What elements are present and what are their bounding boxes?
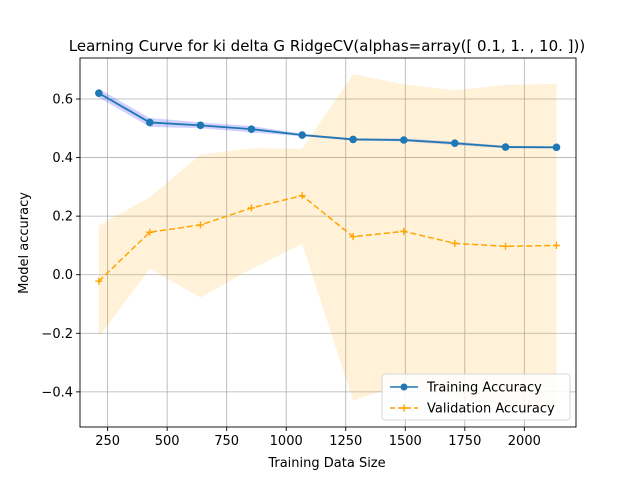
series-1-confidence-band (98, 74, 557, 410)
x-tick-label: 250 (95, 434, 120, 449)
x-axis-title: Training Data Size (267, 456, 385, 471)
legend-marker-0 (400, 383, 408, 391)
y-axis-title: Model accuracy (17, 192, 32, 294)
series-1-point (349, 233, 357, 241)
series-0-point (349, 135, 357, 144)
x-tick-label: 1500 (389, 434, 422, 449)
series-1-point (451, 239, 459, 247)
series-0-point (501, 143, 510, 151)
series-0-point (95, 89, 103, 97)
x-tick-label: 750 (214, 434, 239, 449)
series-0-confidence-band (98, 88, 557, 149)
plot-area: 250 500 750 1000 1250 1500 1750 2000 −0.4 −0.2 0.0… (41, 57, 577, 449)
series-0-line (98, 92, 557, 149)
series-1-point (552, 241, 560, 249)
y-tick-label: −0.2 (41, 327, 73, 342)
series-1-point (247, 204, 255, 212)
y-tick-label: 0.2 (52, 210, 73, 225)
series-0-point (552, 143, 561, 152)
y-tick-label: 0.0 (52, 268, 73, 283)
y-tick-label: 0.4 (52, 151, 73, 166)
legend-label-0: Training Accuracy (426, 381, 542, 396)
x-tick-label: 1000 (270, 434, 303, 449)
series-0-point (196, 121, 205, 130)
series-1-point (196, 221, 204, 229)
series-1-point (146, 228, 154, 236)
plot-frame (79, 57, 577, 428)
series-0-point (247, 125, 256, 133)
x-tick-label: 2000 (508, 434, 541, 449)
series-1-point (400, 227, 408, 235)
series-1-point (502, 242, 510, 250)
series-0-point (450, 139, 459, 148)
series-1-point (298, 192, 306, 200)
chart-title: Learning Curve for ki delta G RidgeCV(al… (69, 37, 585, 55)
series-0-point (400, 136, 408, 144)
y-tick-label: −0.4 (41, 385, 73, 400)
series-0-point (298, 131, 306, 139)
legend-label-1: Validation Accuracy (427, 402, 555, 417)
legend-marker-1 (400, 404, 408, 412)
x-tick-label: 500 (155, 434, 180, 449)
legend-box (381, 373, 571, 421)
x-tick-label: 1250 (329, 434, 362, 449)
y-tick-label: 0.6 (52, 93, 73, 108)
series-1-point (95, 277, 103, 285)
x-tick-label: 1750 (448, 434, 481, 449)
series-0-point (145, 118, 154, 127)
